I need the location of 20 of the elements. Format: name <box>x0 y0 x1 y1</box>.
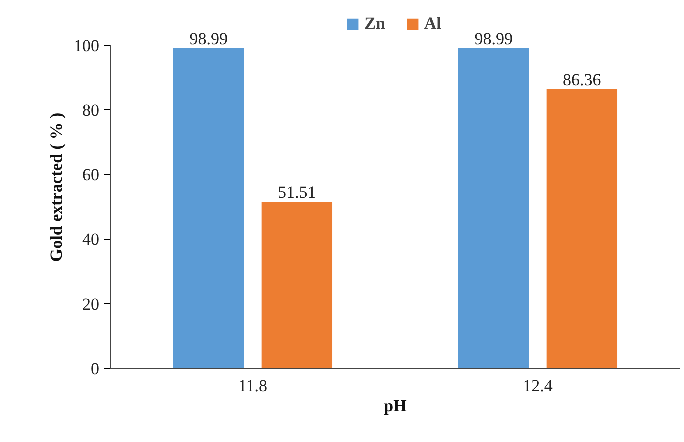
x-axis-title: pH <box>384 396 407 416</box>
bar <box>262 202 333 368</box>
data-label: 98.99 <box>474 30 513 49</box>
y-tick-label: 80 <box>82 100 100 120</box>
legend-label: Zn <box>364 14 386 34</box>
bar <box>173 48 244 368</box>
legend-label: Al <box>424 14 442 34</box>
y-tick-label: 40 <box>82 230 100 250</box>
x-tick-label: 12.4 <box>523 376 554 396</box>
bar <box>458 48 530 368</box>
y-tick-label: 20 <box>82 294 100 314</box>
bar <box>546 89 618 368</box>
x-tick-label: 11.8 <box>238 376 268 396</box>
y-tick-label: 100 <box>74 36 100 56</box>
data-label: 86.36 <box>563 70 602 90</box>
data-label: 51.51 <box>278 183 316 202</box>
y-tick-label: 0 <box>91 360 100 378</box>
y-axis-title: Gold extracted ( % ) <box>47 112 66 262</box>
data-label: 98.99 <box>190 30 228 49</box>
y-tick-label: 60 <box>82 166 100 185</box>
